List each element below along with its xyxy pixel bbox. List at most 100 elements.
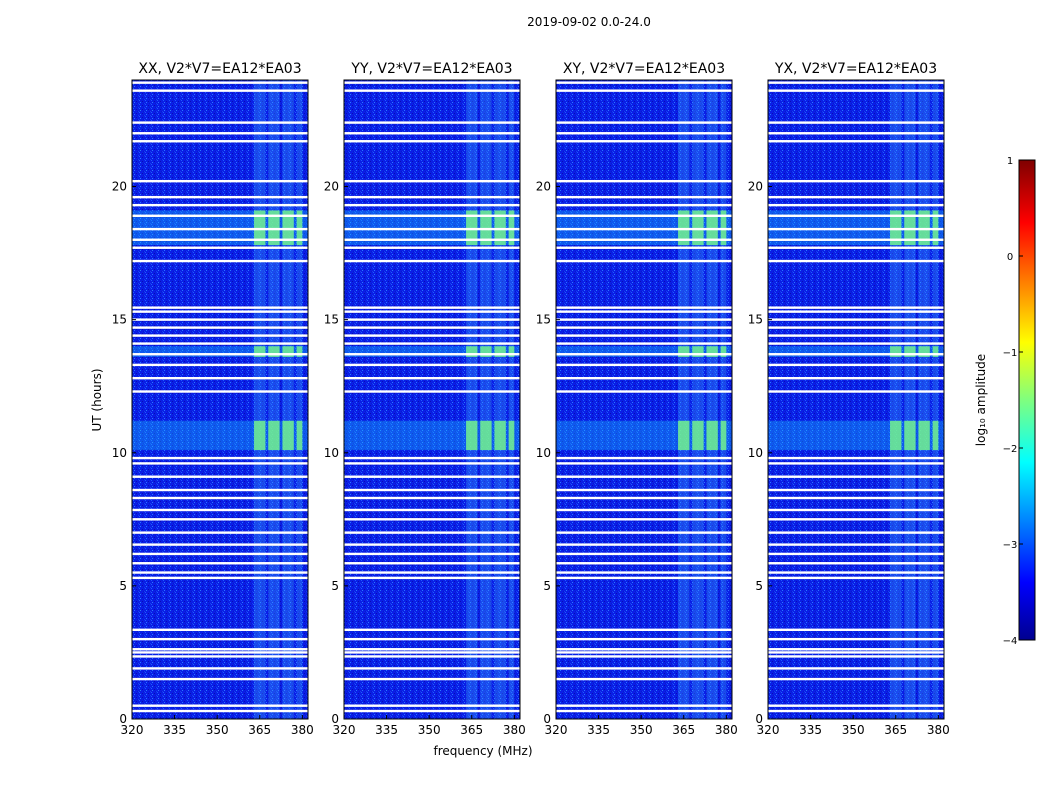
flagged-row [132,709,308,713]
rfi-subband [678,80,690,719]
y-tick-label: 0 [543,712,551,726]
y-tick-label: 5 [331,579,339,593]
flagged-row [132,628,308,632]
flagged-row [768,704,944,707]
panel-background [556,80,732,719]
flagged-row [132,140,308,143]
flagged-row [768,121,944,124]
x-tick-label: 335 [375,723,398,737]
flagged-row [768,179,944,183]
flagged-row [768,488,944,492]
panel-title: YX, V2*V7=EA12*EA03 [774,61,937,77]
high-amplitude-band [344,346,520,357]
flagged-row [344,238,520,241]
rfi-hotspot [494,420,506,451]
flagged-row [132,227,308,231]
flagged-row [556,227,732,231]
flagged-row [344,475,520,478]
y-tick-label: 15 [112,313,127,327]
rfi-subband [480,80,492,719]
flagged-row [768,677,944,681]
flagged-row [344,363,520,367]
flagged-row [768,576,944,580]
y-tick-label: 20 [748,180,763,194]
flagged-row [132,518,308,521]
flagged-row [132,648,308,651]
flagged-row [556,342,732,345]
y-tick-label: 0 [119,712,127,726]
x-tick-label: 350 [842,723,865,737]
rfi-hotspot [918,210,930,246]
rfi-hotspot [890,420,902,451]
flagged-row [768,508,944,512]
x-axis-label: frequency (MHz) [433,744,532,758]
colorbar-tick-label: 1 [1007,156,1013,167]
flagged-row [132,353,308,356]
flagged-row [132,651,308,654]
rfi-hotspot [508,210,515,246]
colorbar-tick-label: −1 [1003,348,1018,359]
flagged-row [768,306,944,309]
flagged-row [556,214,732,217]
flagged-row [344,677,520,681]
flagged-row [768,363,944,367]
rfi-subband [508,80,515,719]
rfi-hotspot [494,346,506,357]
flagged-row [344,651,520,654]
rfi-hotspot [254,346,266,357]
rfi-hotspot [904,346,916,357]
high-amplitude-band [768,346,944,357]
flagged-row [768,140,944,143]
x-tick-label: 320 [545,723,568,737]
flagged-row [768,377,944,380]
flagged-row [344,637,520,641]
rfi-subband [296,80,303,719]
panel-frame [767,79,945,720]
rfi-hotspot [282,346,294,357]
flagged-row [132,637,308,641]
x-tick-label: 380 [291,723,314,737]
flagged-row [768,214,944,217]
rfi-hotspot [282,420,294,451]
x-tick-label: 350 [418,723,441,737]
rfi-hotspot [932,210,939,246]
flagged-row [556,334,732,337]
y-tick-label: 20 [536,180,551,194]
flagged-row [132,89,308,92]
flagged-row [344,709,520,713]
high-amplitude-band [768,420,944,451]
flagged-row [768,318,944,321]
flagged-row [556,390,732,393]
flagged-row [768,496,944,500]
flagged-row [768,456,944,460]
rfi-hotspot [296,210,303,246]
panel-title: YY, V2*V7=EA12*EA03 [350,61,512,77]
panel-frame [555,79,733,720]
rfi-hotspot [466,210,478,246]
flagged-row [768,81,944,84]
flagged-row [344,648,520,651]
flagged-row [556,306,732,309]
flagged-row [132,310,308,313]
flagged-row [768,310,944,313]
flagged-row [132,214,308,217]
flagged-row [132,259,308,263]
rfi-hotspot [932,420,939,451]
flagged-row [132,462,308,465]
flagged-row [768,342,944,345]
high-amplitude-band [132,346,308,357]
flagged-row [556,651,732,654]
flagged-row [556,543,732,546]
flagged-row [768,667,944,670]
colorbar-label: log₁₀ amplitude [974,354,988,446]
rfi-hotspot [282,210,294,246]
x-tick-label: 350 [206,723,229,737]
x-tick-label: 380 [715,723,738,737]
rfi-hotspot [508,420,515,451]
x-tick-label: 320 [121,723,144,737]
panel-yx: YX, V2*V7=EA12*EA03 320 335 350 365 380 0 5 10 15… [748,61,950,737]
flagged-row [556,363,732,367]
flagged-row [132,496,308,500]
flagged-row [132,306,308,309]
flagged-row [556,140,732,143]
